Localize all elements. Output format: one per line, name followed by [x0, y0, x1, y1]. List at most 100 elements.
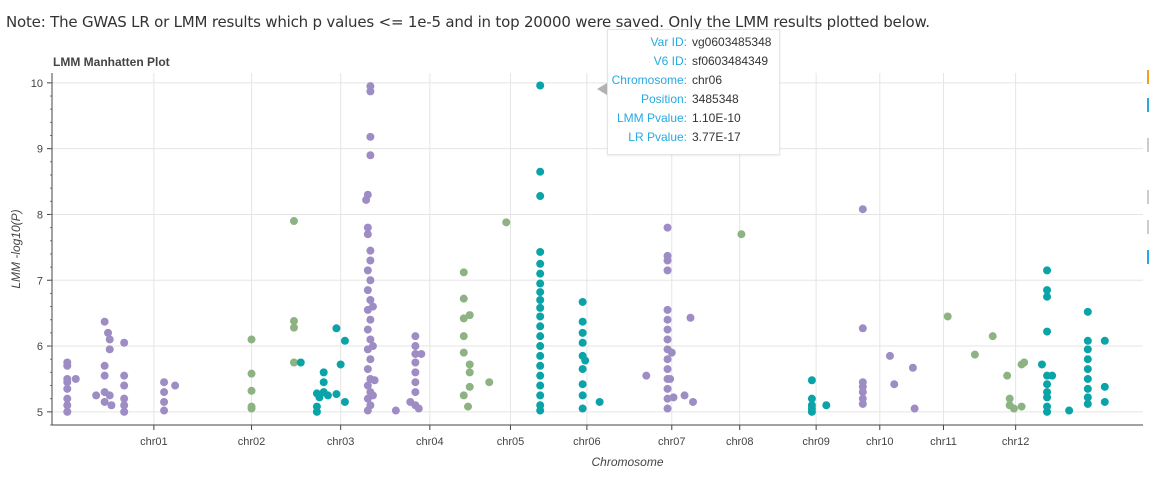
data-point[interactable]: [366, 295, 375, 304]
data-point[interactable]: [71, 374, 80, 383]
data-point[interactable]: [822, 401, 831, 410]
data-point[interactable]: [1003, 371, 1012, 380]
data-point[interactable]: [1083, 307, 1092, 316]
data-point[interactable]: [100, 397, 109, 406]
data-point[interactable]: [807, 376, 816, 385]
data-point[interactable]: [363, 190, 372, 199]
data-point[interactable]: [465, 311, 474, 320]
data-point[interactable]: [663, 266, 672, 275]
data-point[interactable]: [366, 276, 375, 285]
data-point[interactable]: [63, 407, 72, 416]
data-point[interactable]: [536, 167, 545, 176]
data-point[interactable]: [100, 361, 109, 370]
data-point[interactable]: [120, 394, 129, 403]
data-point[interactable]: [465, 360, 474, 369]
data-point[interactable]: [1083, 384, 1092, 393]
data-point[interactable]: [536, 391, 545, 400]
data-point[interactable]: [247, 369, 256, 378]
data-point[interactable]: [536, 269, 545, 278]
box-zoom-tool-icon[interactable]: [1147, 98, 1155, 112]
data-point[interactable]: [663, 223, 672, 232]
data-point[interactable]: [160, 378, 169, 387]
data-point[interactable]: [578, 328, 587, 337]
save-tool-icon[interactable]: [1147, 190, 1155, 204]
data-point[interactable]: [368, 342, 377, 351]
data-point[interactable]: [411, 332, 420, 341]
data-point[interactable]: [1100, 397, 1109, 406]
data-point[interactable]: [686, 313, 695, 322]
data-point[interactable]: [63, 361, 72, 370]
data-point[interactable]: [92, 391, 101, 400]
data-point[interactable]: [890, 380, 899, 389]
data-point[interactable]: [1017, 402, 1026, 411]
data-point[interactable]: [663, 404, 672, 413]
data-point[interactable]: [319, 378, 328, 387]
data-point[interactable]: [536, 342, 545, 351]
data-point[interactable]: [642, 371, 651, 380]
data-point[interactable]: [536, 295, 545, 304]
data-point[interactable]: [578, 380, 587, 389]
data-point[interactable]: [411, 349, 420, 358]
data-point[interactable]: [63, 378, 72, 387]
data-point[interactable]: [1009, 404, 1018, 413]
wheel-zoom-tool-icon[interactable]: [1147, 138, 1155, 152]
data-point[interactable]: [536, 279, 545, 288]
data-point[interactable]: [120, 401, 129, 410]
data-point[interactable]: [340, 397, 349, 406]
data-point[interactable]: [363, 325, 372, 334]
data-point[interactable]: [160, 406, 169, 415]
data-point[interactable]: [459, 332, 468, 341]
data-point[interactable]: [1048, 371, 1057, 380]
data-point[interactable]: [411, 388, 420, 397]
data-point[interactable]: [459, 268, 468, 277]
data-point[interactable]: [1037, 360, 1046, 369]
data-point[interactable]: [689, 397, 698, 406]
data-point[interactable]: [663, 325, 672, 334]
data-point[interactable]: [414, 404, 423, 413]
data-point[interactable]: [459, 348, 468, 357]
data-point[interactable]: [1005, 394, 1014, 403]
data-point[interactable]: [1083, 345, 1092, 354]
data-point[interactable]: [363, 223, 372, 232]
data-point[interactable]: [485, 378, 494, 387]
data-point[interactable]: [502, 218, 511, 227]
data-point[interactable]: [908, 363, 917, 372]
data-point[interactable]: [63, 394, 72, 403]
data-point[interactable]: [120, 381, 129, 390]
data-point[interactable]: [910, 404, 919, 413]
data-point[interactable]: [663, 394, 672, 403]
data-point[interactable]: [536, 81, 545, 90]
data-point[interactable]: [663, 384, 672, 393]
data-point[interactable]: [970, 350, 979, 359]
data-point[interactable]: [663, 335, 672, 344]
data-point[interactable]: [411, 378, 420, 387]
data-point[interactable]: [363, 406, 372, 415]
data-point[interactable]: [459, 314, 468, 323]
data-point[interactable]: [943, 312, 952, 321]
data-point[interactable]: [536, 371, 545, 380]
data-point[interactable]: [1043, 380, 1052, 389]
data-point[interactable]: [536, 351, 545, 360]
data-point[interactable]: [363, 230, 372, 239]
data-point[interactable]: [858, 205, 867, 214]
data-point[interactable]: [669, 393, 678, 402]
data-point[interactable]: [1043, 266, 1052, 275]
data-point[interactable]: [336, 360, 345, 369]
data-point[interactable]: [120, 371, 129, 380]
data-point[interactable]: [100, 371, 109, 380]
data-point[interactable]: [885, 351, 894, 360]
data-point[interactable]: [1020, 358, 1029, 367]
data-point[interactable]: [663, 256, 672, 265]
data-point[interactable]: [578, 365, 587, 374]
data-point[interactable]: [536, 381, 545, 390]
data-point[interactable]: [366, 151, 375, 160]
data-point[interactable]: [595, 397, 604, 406]
data-point[interactable]: [578, 404, 587, 413]
data-point[interactable]: [663, 315, 672, 324]
data-point[interactable]: [370, 376, 379, 385]
data-point[interactable]: [363, 381, 372, 390]
data-point[interactable]: [160, 397, 169, 406]
data-point[interactable]: [391, 406, 400, 415]
data-point[interactable]: [366, 256, 375, 265]
